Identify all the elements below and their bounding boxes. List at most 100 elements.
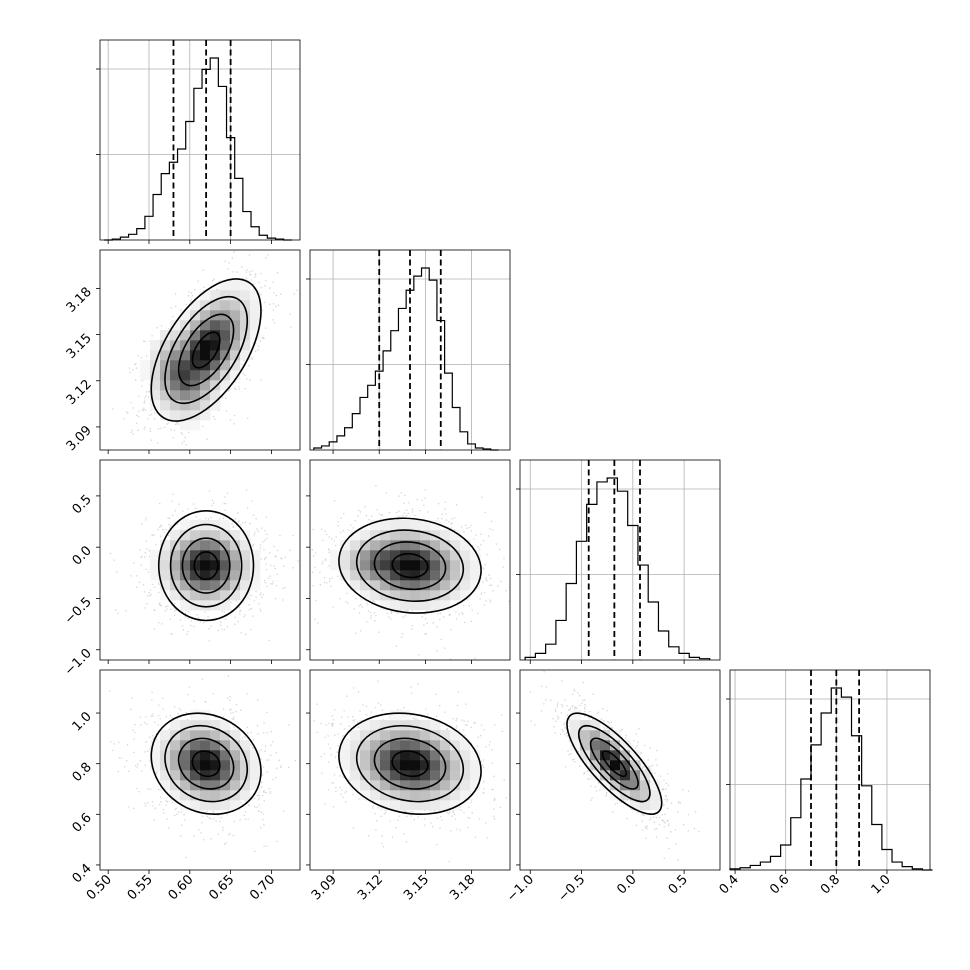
density-cell [450, 790, 461, 801]
density-cell [440, 600, 451, 611]
y-tick-label-1-1: 3.12 [64, 377, 95, 408]
histogram-panel-1 [306, 249, 511, 451]
density-cell [180, 770, 191, 781]
joint-panel-3-2 [519, 669, 721, 871]
y-tick-label-1-3: 3.18 [64, 285, 95, 316]
density-cell [240, 580, 251, 591]
density-cell [190, 770, 201, 781]
density-cell [220, 560, 231, 571]
density-cell [350, 530, 361, 541]
density-cell [180, 600, 191, 611]
density-cell [190, 570, 201, 581]
density-cell [200, 340, 211, 351]
density-cell [190, 360, 201, 371]
density-cell [190, 560, 201, 571]
density-cell [370, 530, 381, 541]
density-cell [210, 340, 221, 351]
density-cell [600, 760, 611, 771]
contour-bg [330, 701, 491, 827]
density-cell [240, 280, 251, 291]
density-cell [180, 330, 191, 341]
density-cell [190, 580, 201, 591]
density-cell [420, 570, 431, 581]
density-cell [210, 720, 221, 731]
density-cell [160, 340, 171, 351]
density-cell [170, 330, 181, 341]
density-cell [620, 740, 631, 751]
density-cell [390, 520, 401, 531]
density-cell [430, 520, 441, 531]
density-cell [370, 520, 381, 531]
density-cell [370, 580, 381, 591]
density-cell [170, 380, 181, 391]
density-cell [330, 560, 341, 571]
density-cell [200, 780, 211, 791]
density-cell [200, 740, 211, 751]
density-cell [410, 580, 421, 591]
density-cell [240, 770, 251, 781]
density-cell [450, 740, 461, 751]
density-cell [640, 770, 651, 781]
density-cell [430, 770, 441, 781]
density-cell [220, 590, 231, 601]
density-cell [450, 750, 461, 761]
density-cell [400, 530, 411, 541]
density-cell [410, 800, 421, 811]
density-cell [360, 530, 371, 541]
density-cell [450, 800, 461, 811]
density-cell [390, 600, 401, 611]
density-cell [180, 760, 191, 771]
density-cell [170, 340, 181, 351]
density-cell [620, 780, 631, 791]
x-tick-label-0-1: 0.55 [125, 872, 156, 903]
density-cell [230, 780, 241, 791]
density-cell [200, 400, 211, 411]
density-cell [380, 520, 391, 531]
density-cell [160, 410, 171, 421]
density-cell [250, 330, 261, 341]
density-cell [210, 540, 221, 551]
density-cell [170, 390, 181, 401]
density-cell [190, 420, 201, 431]
density-cell [210, 390, 221, 401]
contour-bg [133, 693, 280, 834]
density-cell [190, 790, 201, 801]
density-cell [590, 730, 601, 741]
density-cell [650, 800, 661, 811]
density-cell [150, 350, 161, 361]
density-cell [230, 340, 241, 351]
histogram-panel-3 [726, 669, 933, 871]
density-cell [190, 550, 201, 561]
density-cell [250, 310, 261, 321]
density-cell [230, 570, 241, 581]
density-cell [220, 770, 231, 781]
density-cell [210, 800, 221, 811]
density-cell [240, 320, 251, 331]
density-cell [180, 320, 191, 331]
density-cell [440, 530, 451, 541]
contour-2 [355, 529, 465, 602]
density-cell [370, 790, 381, 801]
density-cell [390, 760, 401, 771]
density-cell [420, 520, 431, 531]
density-cell [210, 730, 221, 741]
density-cell [180, 730, 191, 741]
density-cell [650, 780, 661, 791]
density-cell [170, 720, 181, 731]
histogram-panel-2 [516, 459, 721, 661]
density-cell [230, 560, 241, 571]
density-cell [190, 730, 201, 741]
density-cell [450, 760, 461, 771]
density-cell [410, 740, 421, 751]
density-cell [160, 780, 171, 791]
density-cell [390, 560, 401, 571]
density-cell [570, 740, 581, 751]
density-cell [590, 760, 601, 771]
x-tick-label-3-2: 0.8 [818, 872, 843, 897]
density-cell [330, 550, 341, 561]
density-cell [590, 720, 601, 731]
density-cell [390, 710, 401, 721]
density-cell [410, 770, 421, 781]
x-tick-label-1-0: 3.09 [309, 872, 340, 903]
